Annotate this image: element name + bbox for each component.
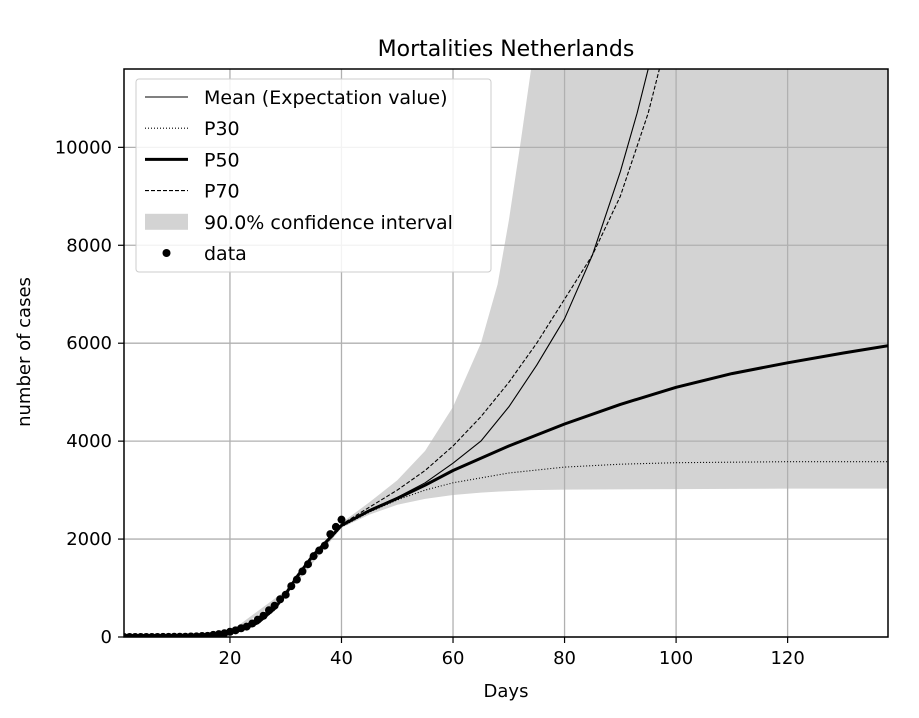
data-point — [281, 590, 290, 599]
data-point — [337, 515, 346, 524]
y-tick-label: 6000 — [66, 333, 112, 354]
legend-label: 90.0% confidence interval — [204, 212, 453, 234]
legend-box — [135, 78, 492, 273]
data-point — [315, 546, 324, 555]
legend-label: P70 — [204, 181, 240, 203]
data-point — [259, 611, 268, 620]
x-tick-label: 60 — [442, 648, 465, 669]
legend-swatch-confidence-interval — [145, 213, 188, 230]
y-tick-label: 10000 — [55, 137, 112, 158]
x-tick-label: 100 — [659, 648, 693, 669]
y-axis-label: number of cases — [14, 277, 35, 427]
chart-title: Mortalities Netherlands — [378, 37, 635, 62]
y-tick-label: 8000 — [66, 235, 112, 256]
legend-label: P50 — [204, 149, 240, 171]
data-point — [264, 606, 273, 615]
data-point — [326, 530, 335, 539]
legend-label: Mean (Expectation value) — [204, 87, 448, 109]
data-point — [270, 601, 279, 610]
x-tick-label: 40 — [330, 648, 353, 669]
x-tick-label: 120 — [770, 648, 804, 669]
x-tick-label: 20 — [219, 648, 242, 669]
data-point — [292, 575, 301, 584]
data-point — [248, 619, 257, 628]
series-line-p30 — [124, 461, 888, 637]
data-point — [309, 552, 318, 561]
data-point — [331, 522, 340, 531]
data-point — [320, 541, 329, 550]
axes-frame — [123, 68, 889, 638]
plot-area: 20 40 60 80 100 120 0 2000 4000 6000 8000 10000 — [55, 68, 889, 669]
legend-label: data — [204, 243, 247, 265]
y-tick-label: 2000 — [66, 529, 112, 550]
x-axis-label: Days — [484, 681, 529, 702]
legend-swatch-data — [162, 249, 171, 257]
data-point — [304, 560, 313, 569]
y-tick-label: 0 — [101, 627, 112, 648]
x-tick-label: 80 — [553, 648, 576, 669]
legend: Mean (Expectation value) P30 P50 P70 90.0% c… — [135, 78, 492, 273]
y-tick-label: 4000 — [66, 431, 112, 452]
data-point — [298, 567, 307, 576]
confidence-band — [124, 69, 888, 637]
data-point — [276, 595, 285, 604]
data-point — [253, 615, 262, 624]
data-point — [287, 582, 296, 591]
legend-label: P30 — [204, 118, 240, 140]
